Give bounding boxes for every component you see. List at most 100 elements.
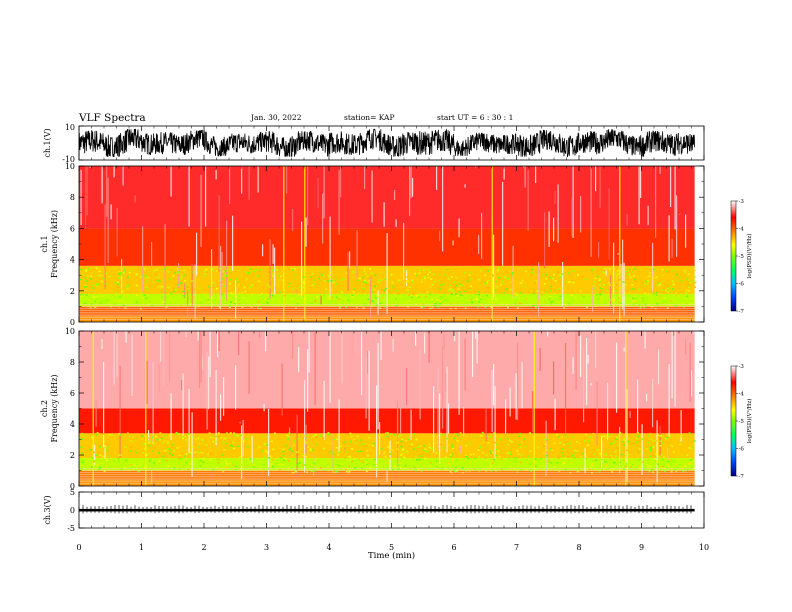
ch2-spectrogram-speckle (202, 457, 205, 460)
ch1-spectrogram-speckle (503, 292, 506, 294)
ch2-spectrogram-streak (545, 420, 547, 477)
ch2-spectrogram-streak (341, 331, 343, 384)
ch2-spectrogram-speckle (409, 460, 412, 463)
ch2-spectrogram-speckle (328, 438, 331, 440)
ch2-spectrogram-streak (514, 380, 516, 389)
x-tick-label: 9 (639, 543, 644, 552)
ch2-spectrogram-speckle (349, 440, 352, 443)
ch1-spectrogram-speckle (176, 272, 179, 274)
ch2-spectrogram-speckle (223, 449, 226, 451)
ch2-spectrogram-speckle (661, 442, 664, 444)
ch1-spectrogram-speckle (674, 292, 677, 294)
ch2-spectrogram-speckle (352, 449, 355, 451)
ch2-spectrogram-speckle (589, 436, 592, 439)
ch2-spectrogram-speckle (164, 450, 167, 452)
ch2-spectrogram-speckle (657, 455, 660, 458)
ch1-spectrogram-speckle (326, 305, 329, 307)
ch2-spectrogram-speckle (562, 444, 565, 446)
ch2-spectrogram-speckle (690, 462, 692, 464)
ch2-spectrogram-streak (485, 407, 487, 442)
ch2-spectrogram-speckle (652, 446, 655, 448)
ch2-spectrogram-speckle (592, 441, 595, 444)
ch1-spectrogram-speckle (678, 277, 681, 279)
ch2-spectrogram-speckle (613, 440, 616, 443)
ch2-spectrogram-speckle (448, 463, 451, 465)
ch1-spectrogram-speckle (135, 299, 138, 301)
ch1-spectrogram-speckle (245, 271, 248, 274)
ch1-spectrogram-speckle (420, 281, 423, 283)
ch2-spectrogram-speckle (347, 449, 350, 452)
ch1-spectrogram-speckle (412, 281, 415, 283)
ch2-spectrogram-speckle (421, 468, 424, 471)
ch1-spectrogram-speckle (417, 296, 420, 299)
ch2-spectrogram-speckle (524, 445, 527, 447)
ch2-spectrogram-speckle (413, 433, 416, 435)
ch2-spectrogram-speckle (660, 469, 663, 472)
ch1-spectrogram-streak (557, 184, 559, 243)
ch2-spectrogram-speckle (339, 448, 342, 450)
ch1-spectrogram-speckle (559, 295, 562, 297)
ch2-spectrogram-speckle (206, 453, 209, 455)
ch2-spectrogram-speckle (344, 468, 347, 471)
ch2-spectrogram-speckle (183, 436, 186, 438)
ch2-spectrogram-streak (505, 399, 507, 434)
ch1-spectrogram-speckle (506, 306, 509, 309)
ch1-spectrogram-speckle (571, 280, 574, 282)
ch1-spectrogram-speckle (470, 271, 473, 273)
ch1-spectrogram-speckle (257, 307, 260, 309)
ch1-spectrogram-speckle (274, 287, 277, 289)
ch1-spectrogram-speckle (692, 280, 695, 282)
ch2-spectrogram-speckle (124, 446, 127, 449)
ch2-spectrogram-speckle (605, 464, 608, 467)
ch1-spectrogram-streak (668, 215, 670, 262)
ch1-spectrogram-speckle (114, 281, 117, 284)
ch1-spectrogram-speckle (406, 289, 409, 291)
ch2-spectrogram-speckle (189, 463, 192, 465)
ch2-spectrogram-speckle (137, 470, 140, 473)
ch2-spectrogram-streak (442, 345, 444, 429)
ch2-spectrogram-streak (532, 391, 534, 432)
ch2-spectrogram-speckle (560, 436, 563, 439)
ch2-spectrogram-speckle (623, 444, 626, 446)
ch1-spectrogram-speckle (296, 270, 299, 272)
ch2-spectrogram-speckle (302, 454, 305, 457)
ch1-spectrogram-speckle (135, 284, 138, 287)
ch2-spectrogram-speckle (472, 453, 475, 455)
ch2-spectrogram-speckle (233, 435, 236, 437)
ch2-spectrogram-speckle (401, 453, 404, 455)
ch2-spectrogram-speckle (333, 438, 336, 440)
ch1-spectrogram-speckle (439, 303, 442, 305)
ch1-spectrogram-speckle (185, 285, 187, 288)
ch2-spectrogram-streak (314, 332, 316, 405)
ch2-spectrogram-speckle (219, 436, 222, 438)
ch2-spectrogram-speckle (692, 442, 695, 445)
ch2-spectrogram-speckle (622, 459, 625, 462)
ch1-spectrogram-speckle (184, 279, 186, 282)
ch1-spectrogram-speckle (255, 268, 258, 271)
ch1-spectrogram-speckle (325, 288, 328, 290)
ch1-spectrogram-speckle (342, 278, 345, 280)
ch2-spectrogram-speckle (556, 433, 558, 436)
ch1-spectrogram-speckle (119, 296, 122, 298)
ch2-spectrogram-speckle (233, 432, 236, 434)
ch2-spectrogram-speckle (368, 444, 371, 446)
ch1-spectrogram-speckle (268, 287, 271, 289)
ch2-spectrogram-speckle (604, 454, 607, 456)
ch1-spectrogram-speckle (267, 271, 270, 274)
ch1-spectrogram-speckle (548, 298, 551, 301)
ch1-spectrogram-speckle (419, 269, 421, 271)
ch2-spectrogram-speckle (199, 465, 202, 467)
ch2-spectrogram-streak (491, 370, 493, 432)
ch2-spectrogram-speckle (102, 455, 105, 458)
ch2-spectrogram-speckle (477, 456, 480, 458)
ch2-spectrogram-speckle (82, 469, 85, 471)
ch2-spectrogram-speckle (610, 459, 613, 461)
ch1-spectrogram-speckle (598, 277, 601, 280)
ch1-spectrogram-speckle (670, 300, 673, 302)
ch1-spectrogram-speckle (288, 282, 291, 285)
ch2-spectrogram-speckle (258, 446, 261, 449)
ch2-spectrogram-speckle (671, 445, 674, 448)
ch2-spectrogram-speckle (370, 467, 373, 469)
ch2-spectrogram-speckle (402, 449, 405, 451)
ch2-spectrogram-streak (445, 373, 447, 392)
